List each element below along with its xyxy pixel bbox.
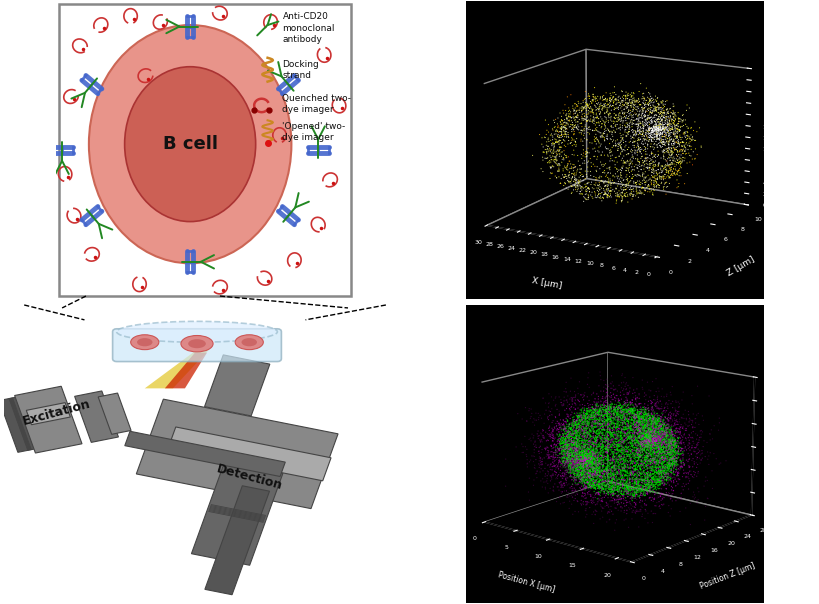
Text: Quenched two-
dye imager: Quenched two- dye imager <box>282 94 351 114</box>
FancyBboxPatch shape <box>59 4 351 296</box>
Ellipse shape <box>242 338 256 346</box>
X-axis label: X [μm]: X [μm] <box>530 277 562 291</box>
Bar <box>26 403 70 425</box>
Y-axis label: Position Z [μm]: Position Z [μm] <box>699 562 756 591</box>
Text: 'Opened' two-
dye imager: 'Opened' two- dye imager <box>282 122 346 143</box>
Y-axis label: Z [μm]: Z [μm] <box>724 254 755 278</box>
Ellipse shape <box>137 338 152 346</box>
Bar <box>205 486 269 595</box>
Bar <box>204 355 269 416</box>
Bar <box>167 427 331 481</box>
Bar <box>75 391 118 442</box>
Bar <box>191 461 283 565</box>
FancyBboxPatch shape <box>112 329 281 362</box>
Ellipse shape <box>116 321 277 342</box>
Polygon shape <box>145 350 209 388</box>
Ellipse shape <box>130 335 159 350</box>
Text: Detection: Detection <box>215 463 283 493</box>
Bar <box>15 386 82 453</box>
Ellipse shape <box>88 25 291 263</box>
Text: Excitation: Excitation <box>21 397 92 428</box>
Bar <box>98 393 131 434</box>
Ellipse shape <box>181 335 213 352</box>
Bar <box>136 399 337 509</box>
Ellipse shape <box>124 66 256 222</box>
Polygon shape <box>165 353 206 388</box>
X-axis label: Position X [μm]: Position X [μm] <box>496 570 555 594</box>
Text: Anti-CD20
monoclonal
antibody: Anti-CD20 monoclonal antibody <box>282 13 335 43</box>
Bar <box>124 431 285 477</box>
Text: Docking
strand: Docking strand <box>282 60 319 80</box>
Text: B cell: B cell <box>162 135 217 153</box>
Ellipse shape <box>235 335 263 350</box>
Bar <box>0 396 41 452</box>
Ellipse shape <box>188 339 206 348</box>
